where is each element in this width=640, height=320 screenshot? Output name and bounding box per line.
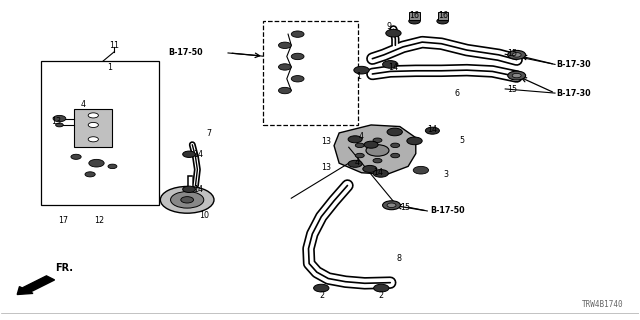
Text: 4: 4 [355,158,360,167]
Polygon shape [334,125,416,174]
Text: 4: 4 [81,100,86,109]
Circle shape [180,197,193,203]
Circle shape [407,137,422,145]
Circle shape [56,123,63,127]
Circle shape [89,159,104,167]
Text: 11: 11 [109,41,120,51]
Bar [41,61,159,204]
Circle shape [278,87,291,94]
Text: 14: 14 [374,168,383,177]
Text: 6: 6 [454,89,459,98]
Circle shape [508,71,525,80]
Circle shape [387,203,396,207]
Circle shape [373,158,382,163]
Circle shape [355,143,364,148]
Circle shape [426,127,440,134]
Bar [74,109,113,147]
Circle shape [348,136,362,143]
Text: 4: 4 [358,132,364,140]
Circle shape [512,52,521,57]
Bar [410,12,420,20]
Text: 14: 14 [388,63,397,72]
Text: FR.: FR. [56,263,74,273]
Circle shape [182,151,195,157]
Text: 1: 1 [108,63,113,72]
Text: 10: 10 [199,211,209,220]
Circle shape [373,138,382,142]
Text: 15: 15 [400,203,410,212]
Circle shape [383,201,401,210]
Circle shape [53,116,66,122]
Circle shape [355,153,364,158]
Text: 5: 5 [460,136,465,145]
Text: 14: 14 [428,125,437,134]
Circle shape [314,284,329,292]
Circle shape [363,165,377,172]
Text: 16: 16 [438,11,448,20]
Text: 14: 14 [193,185,204,194]
Text: B-17-30: B-17-30 [556,60,591,69]
Circle shape [387,128,403,136]
Text: 1: 1 [356,72,361,81]
Text: 12: 12 [95,216,105,225]
Circle shape [413,166,429,174]
Circle shape [374,284,389,292]
Circle shape [386,29,401,37]
Circle shape [291,53,304,60]
Text: 8: 8 [397,254,402,263]
Text: 13: 13 [321,137,332,146]
Text: 14: 14 [193,150,204,159]
Circle shape [88,137,99,142]
Circle shape [383,60,398,68]
Text: B-17-30: B-17-30 [556,89,591,98]
Circle shape [437,18,449,24]
Circle shape [161,187,214,213]
Text: 2: 2 [378,291,383,300]
Circle shape [291,76,304,82]
Circle shape [373,170,388,177]
Circle shape [278,42,291,49]
Circle shape [409,18,420,24]
Circle shape [390,153,399,158]
Text: 15: 15 [507,49,517,58]
Text: TRW4B1740: TRW4B1740 [582,300,623,309]
Text: 7: 7 [206,129,211,138]
Text: 16: 16 [409,11,419,20]
Text: 17: 17 [58,216,68,225]
Text: 13: 13 [51,116,61,126]
Circle shape [508,50,525,59]
Circle shape [278,64,291,70]
Text: 15: 15 [507,85,517,94]
FancyArrow shape [17,276,54,294]
Circle shape [512,73,521,78]
Text: 2: 2 [319,291,324,300]
Circle shape [71,154,81,159]
Text: 13: 13 [321,163,332,172]
Circle shape [85,172,95,177]
Circle shape [354,66,369,74]
Circle shape [348,160,362,167]
Text: B-17-50: B-17-50 [168,48,203,58]
Circle shape [390,143,399,148]
Bar [262,21,358,125]
Circle shape [88,113,99,118]
Circle shape [182,186,195,193]
Circle shape [171,192,204,208]
Circle shape [108,164,117,169]
Circle shape [88,123,99,127]
Bar [438,12,448,20]
Text: 3: 3 [444,170,448,179]
Circle shape [291,31,304,37]
Text: B-17-50: B-17-50 [430,206,465,215]
Text: 9: 9 [387,22,392,31]
Circle shape [364,141,378,148]
Circle shape [366,145,389,156]
